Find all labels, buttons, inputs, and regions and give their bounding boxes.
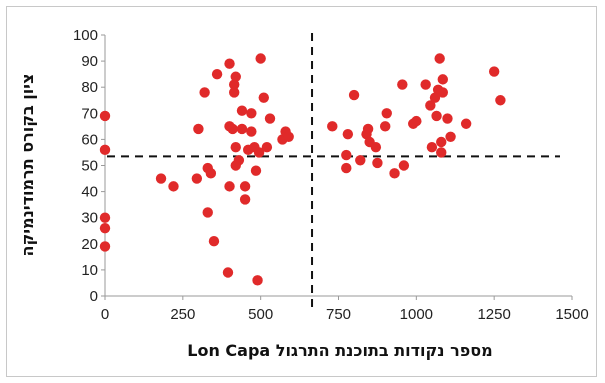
- y-tick-labels: 0 10 20 30 40 50 60 70 80 90 100: [73, 27, 105, 305]
- data-point: [246, 108, 257, 119]
- data-point: [261, 142, 273, 153]
- data-point: [348, 89, 360, 101]
- axes-group: [104, 35, 572, 297]
- y-tick-label: 10: [81, 262, 98, 279]
- data-point: [252, 275, 263, 286]
- y-tick-label: 60: [81, 131, 98, 148]
- data-point: [264, 113, 276, 124]
- x-tick-labels: 0 250 500 750 1000 1250 1500: [101, 296, 589, 323]
- data-point: [460, 118, 472, 129]
- data-point: [202, 207, 213, 218]
- y-tick-label: 100: [73, 27, 98, 44]
- data-point: [341, 162, 352, 174]
- data-point: [397, 79, 408, 90]
- data-point: [425, 100, 436, 111]
- data-point: [495, 95, 506, 106]
- data-point: [442, 113, 453, 124]
- data-point: [224, 181, 235, 192]
- data-point: [205, 168, 217, 179]
- data-point: [370, 142, 382, 153]
- data-point: [99, 144, 111, 156]
- data-point: [431, 110, 442, 122]
- data-point: [445, 131, 456, 142]
- data-point: [372, 157, 383, 169]
- data-point: [99, 212, 111, 223]
- data-point: [429, 92, 441, 103]
- data-point: [389, 168, 400, 179]
- x-tick-label: 1500: [555, 306, 588, 323]
- data-point: [411, 115, 422, 127]
- data-point: [199, 87, 210, 98]
- data-point: [342, 128, 354, 140]
- data-point: [229, 79, 240, 90]
- data-point: [211, 68, 223, 80]
- y-tick-label: 40: [81, 184, 98, 201]
- data-point: [327, 121, 338, 132]
- data-point: [258, 92, 269, 103]
- data-point: [193, 123, 204, 135]
- y-tick-label: 50: [81, 158, 98, 175]
- data-point: [229, 87, 240, 98]
- data-point: [437, 74, 448, 85]
- data-point: [420, 79, 431, 90]
- data-point: [255, 53, 266, 64]
- data-point: [155, 173, 167, 184]
- data-point: [283, 131, 294, 142]
- y-axis-title: ציון בקורס תרמודינמיקה: [18, 74, 37, 257]
- y-tick-label: 30: [81, 210, 98, 227]
- data-point: [253, 147, 265, 158]
- data-point: [224, 58, 235, 69]
- data-point: [250, 165, 262, 176]
- y-tick-label: 90: [81, 53, 98, 70]
- x-tick-label: 500: [248, 306, 273, 323]
- y-tick-label: 70: [81, 105, 98, 122]
- data-point: [222, 267, 234, 278]
- data-point: [436, 136, 447, 148]
- data-point: [233, 155, 245, 166]
- data-point: [236, 123, 248, 135]
- x-tick-label: 1000: [400, 306, 433, 323]
- data-point: [230, 142, 241, 153]
- data-point: [355, 155, 366, 166]
- data-point: [341, 149, 352, 161]
- data-point: [99, 222, 111, 234]
- data-point: [488, 66, 500, 77]
- data-point: [381, 108, 392, 119]
- data-point: [434, 53, 445, 64]
- data-point: [208, 235, 220, 247]
- data-point: [191, 173, 203, 184]
- y-tick-label: 80: [81, 79, 98, 96]
- data-point: [239, 181, 251, 192]
- reference-lines: [107, 33, 560, 308]
- data-point: [227, 123, 238, 135]
- data-point: [236, 105, 248, 116]
- y-tick-label: 20: [81, 236, 98, 253]
- data-point: [99, 241, 111, 252]
- data-point: [168, 181, 179, 192]
- y-tick-label: 0: [90, 288, 98, 305]
- data-point: [230, 71, 241, 82]
- x-tick-label: 750: [326, 306, 351, 323]
- data-point: [437, 87, 448, 98]
- data-point: [398, 160, 410, 171]
- data-point: [380, 121, 391, 132]
- x-tick-label: 250: [170, 306, 195, 323]
- data-point: [99, 110, 111, 122]
- data-point: [246, 126, 257, 137]
- x-tick-label: 0: [101, 306, 109, 323]
- x-axis-title: מספר נקודות בתוכנת התרגול Lon Capa: [187, 341, 492, 360]
- scatter-chart: 0 250 500 750 1000 1250 1500 0 10 20 30 40 50 60 70 80…: [18, 27, 589, 360]
- x-tick-label: 1250: [477, 306, 510, 323]
- data-points: [99, 53, 506, 286]
- chart-frame: 0 250 500 750 1000 1250 1500 0 10 20 30 40 50 60 70 80…: [6, 6, 597, 377]
- data-point: [239, 194, 251, 205]
- data-point: [426, 142, 438, 153]
- data-point: [362, 123, 374, 135]
- data-point: [436, 147, 447, 158]
